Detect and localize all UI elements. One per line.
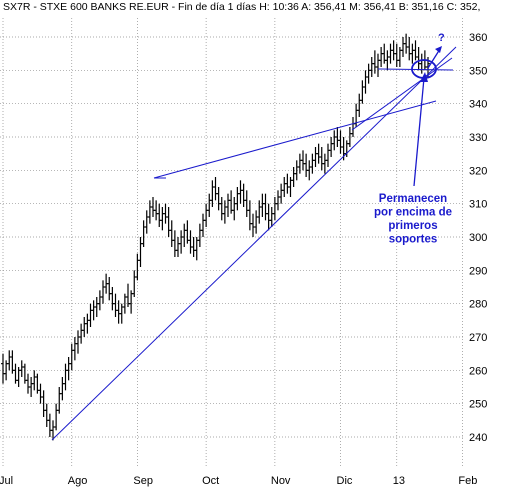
x-tick-label: Sep bbox=[133, 475, 153, 487]
callout-pointer-head bbox=[420, 72, 428, 82]
callout-text-line: Permanecen bbox=[379, 193, 447, 205]
header-background bbox=[0, 0, 517, 13]
y-tick-label: 310 bbox=[469, 199, 487, 211]
y-tick-label: 340 bbox=[469, 99, 487, 111]
x-tick-label: Jul bbox=[0, 475, 13, 487]
callout-text-line: soportes bbox=[389, 234, 438, 246]
y-tick-label: 250 bbox=[469, 399, 487, 411]
price-bars bbox=[1, 33, 430, 441]
x-tick-label: Oct bbox=[202, 475, 219, 487]
y-tick-label: 280 bbox=[469, 299, 487, 311]
x-tick-label: Nov bbox=[271, 475, 291, 487]
trendline-support-horizontal bbox=[377, 68, 454, 71]
x-tick-label: 13 bbox=[393, 475, 405, 487]
y-tick-label: 270 bbox=[469, 332, 487, 344]
chart-title: SX7R - STXE 600 BANKS RE.EUR - Fin de dí… bbox=[3, 1, 480, 13]
callout-text-line: por encima de bbox=[374, 207, 452, 219]
arrow-up-head bbox=[435, 46, 442, 53]
arrow-up-line bbox=[427, 48, 441, 69]
trendline-channel-upper bbox=[153, 100, 437, 179]
y-tick-label: 290 bbox=[469, 265, 487, 277]
y-tick-label: 260 bbox=[469, 365, 487, 377]
x-tick-label: Feb bbox=[458, 475, 477, 487]
callout-pointer-line bbox=[413, 77, 425, 187]
trendline-support-long bbox=[51, 46, 457, 441]
x-tick-label: Dic bbox=[337, 475, 353, 487]
callout-text-line: primeros bbox=[388, 220, 437, 232]
grid-lines bbox=[0, 18, 465, 466]
y-tick-label: 330 bbox=[469, 132, 487, 144]
x-tick-label: Ago bbox=[68, 475, 88, 487]
trend-lines: ? bbox=[51, 32, 457, 441]
y-axis-ticks: 240 250 260 270 280 290 300 310 320 330 340 350 360 bbox=[469, 32, 487, 444]
y-tick-label: 300 bbox=[469, 232, 487, 244]
y-tick-label: 240 bbox=[469, 432, 487, 444]
y-tick-label: 360 bbox=[469, 32, 487, 44]
y-tick-label: 320 bbox=[469, 165, 487, 177]
x-axis-ticks: JulAgoSepOctNovDic13FebMar bbox=[0, 475, 477, 487]
question-mark-label: ? bbox=[438, 32, 445, 44]
y-tick-label: 350 bbox=[469, 65, 487, 77]
